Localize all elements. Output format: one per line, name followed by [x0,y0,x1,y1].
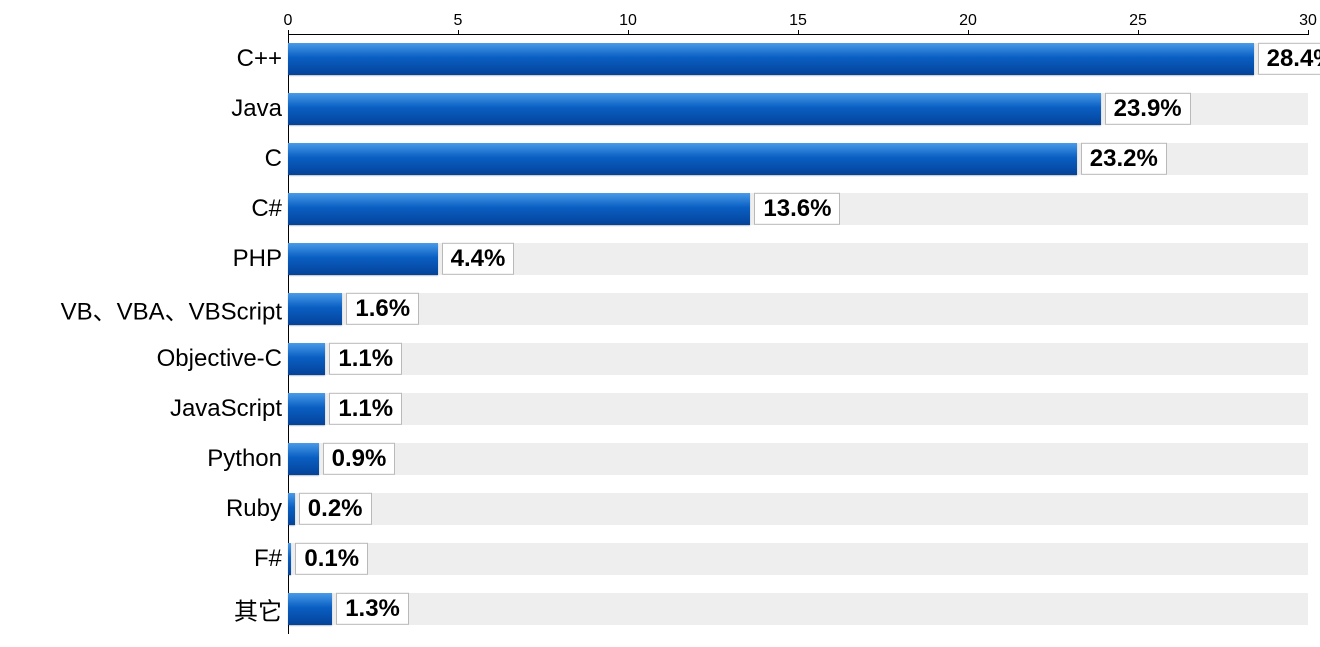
plot-area: 05101520253028.4%23.9%23.2%13.6%4.4%1.6%… [288,12,1308,632]
value-label: 0.1% [295,543,368,575]
category-label: C [265,145,282,173]
value-label: 1.1% [329,393,402,425]
category-label: PHP [233,245,282,273]
language-usage-bar-chart: C++ Java C C# PHP VB、VBA、VBScript Objective-C J… [0,0,1320,647]
bar [288,193,750,225]
value-label: 28.4% [1258,43,1320,75]
value-label: 1.1% [329,343,402,375]
value-label: 13.6% [754,193,840,225]
bar [288,593,332,625]
bar-track [288,393,1308,425]
bar [288,443,319,475]
bar-row: 1.6% [288,284,1308,334]
bar [288,243,438,275]
bar [288,543,291,575]
value-label: 1.3% [336,593,409,625]
bar [288,293,342,325]
bar-track [288,543,1308,575]
bar-track [288,293,1308,325]
bar-row: 0.9% [288,434,1308,484]
category-label: JavaScript [170,395,282,423]
category-label: VB、VBA、VBScript [61,292,282,327]
bar-track [288,443,1308,475]
category-label: C++ [237,45,282,73]
category-label: F# [254,545,282,573]
bar [288,393,325,425]
bar [288,93,1101,125]
value-label: 23.9% [1105,93,1191,125]
value-label: 0.2% [299,493,372,525]
category-label: Objective-C [157,345,282,373]
bar-track [288,493,1308,525]
category-label: C# [251,195,282,223]
value-label: 23.2% [1081,143,1167,175]
x-tick-mark [1308,30,1309,35]
value-label: 4.4% [442,243,515,275]
bar-row: 1.1% [288,384,1308,434]
x-tick-label: 0 [284,12,293,30]
value-label: 1.6% [346,293,419,325]
bar-track [288,593,1308,625]
bar-track [288,343,1308,375]
category-label: Java [231,95,282,123]
bar-row: 23.2% [288,134,1308,184]
x-tick-label: 25 [1129,12,1147,30]
bar-row: 28.4% [288,34,1308,84]
category-label: Ruby [226,495,282,523]
x-tick-label: 10 [619,12,637,30]
bar [288,493,295,525]
bar-row: 0.2% [288,484,1308,534]
category-label: Python [207,445,282,473]
bar-row: 1.1% [288,334,1308,384]
bar-row: 1.3% [288,584,1308,634]
category-axis-labels: C++ Java C C# PHP VB、VBA、VBScript Objective-C J… [0,12,282,632]
bar-row: 23.9% [288,84,1308,134]
x-tick-label: 30 [1299,12,1317,30]
bar-row: 13.6% [288,184,1308,234]
bar [288,143,1077,175]
bar [288,43,1254,75]
bar-row: 4.4% [288,234,1308,284]
x-tick-label: 15 [789,12,807,30]
category-label: 其它 [234,592,282,627]
bar-row: 0.1% [288,534,1308,584]
x-tick-label: 20 [959,12,977,30]
value-label: 0.9% [323,443,396,475]
x-tick-label: 5 [454,12,463,30]
bar [288,343,325,375]
